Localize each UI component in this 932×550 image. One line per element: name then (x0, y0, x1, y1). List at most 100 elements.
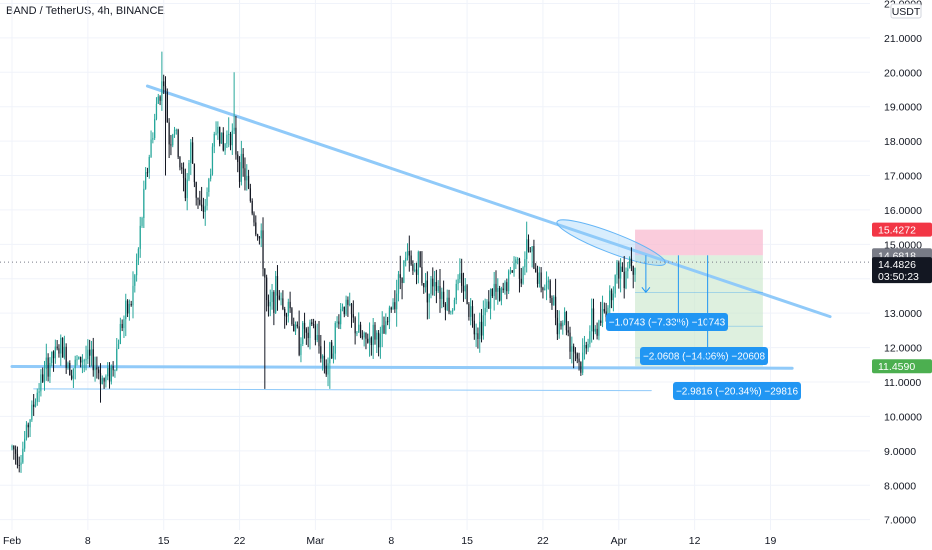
candle-body (117, 343, 120, 349)
candle-body (45, 357, 47, 369)
candle-body (108, 368, 111, 382)
candle-body (163, 81, 165, 87)
y-tick-label: 17.0000 (884, 171, 922, 183)
candle-body (376, 332, 378, 340)
candle-body (600, 320, 602, 323)
candle-body (515, 259, 517, 264)
candle-body (461, 273, 463, 286)
candle-body (507, 271, 510, 292)
candle-body (79, 356, 82, 363)
candle-body (242, 153, 244, 169)
candle-body (457, 279, 459, 284)
candle-body (625, 271, 627, 289)
candle-body (69, 363, 71, 376)
candle-body (383, 325, 385, 334)
breakout-highlight-ellipse (556, 219, 666, 266)
trendlines (0, 84, 870, 392)
candle-body (471, 306, 474, 321)
position-zones (635, 229, 763, 367)
candle-body (309, 322, 311, 339)
candle-body (423, 283, 425, 288)
candle-body (89, 349, 91, 356)
currency-label: USDT (892, 6, 921, 18)
candle-body (614, 275, 616, 294)
candle-body (85, 359, 87, 361)
candle-body (96, 367, 98, 370)
candle-body (188, 162, 190, 180)
candle-body (210, 174, 212, 179)
candle-body (618, 262, 620, 279)
candle-body (173, 130, 176, 135)
candle-body (623, 271, 625, 289)
candle-body (52, 351, 55, 359)
candle-body (549, 280, 551, 298)
candle-body (349, 303, 351, 305)
candle-body (571, 346, 573, 352)
candle-body (377, 332, 380, 348)
candle-body (237, 154, 239, 163)
candle-body (388, 307, 391, 322)
candle-body (591, 308, 593, 332)
candle-body (266, 277, 268, 301)
candle-body (610, 290, 613, 301)
candle-body (553, 296, 555, 306)
candle-body (596, 328, 598, 336)
price-badge-stop (872, 222, 932, 237)
candle-body (410, 255, 412, 265)
candle-body (406, 251, 409, 258)
candle-body (289, 301, 291, 309)
candle-body (446, 297, 448, 311)
candle-body (168, 122, 170, 145)
candle-body (126, 300, 129, 314)
candle-body (166, 92, 168, 123)
x-tick-label: 15 (158, 535, 170, 547)
candle-body (78, 356, 80, 360)
trendline-0 (145, 84, 832, 319)
candle-body (468, 304, 470, 317)
candle-body (582, 352, 584, 373)
candle-body (542, 287, 544, 291)
candle-body (300, 343, 302, 355)
candle-body (381, 325, 383, 334)
candle-body (338, 321, 340, 325)
trendline-2 (33, 388, 652, 392)
candle-body (332, 353, 335, 359)
candle-body (387, 321, 389, 323)
symbol-title: BAND / TetherUS, 4h, BINANCE (6, 5, 165, 17)
candle-body (146, 172, 149, 174)
candle-body (390, 307, 392, 310)
candle-body (135, 259, 138, 276)
candle-body (103, 378, 105, 382)
candle-body (76, 359, 78, 361)
candle-body (175, 129, 177, 131)
currency-badge (890, 3, 922, 19)
candle-body (321, 355, 324, 359)
x-axis: Feb 8 15 22 Mar 8 15 22 Apr 12 19 (0, 530, 932, 550)
candles (11, 51, 636, 473)
candle-body (619, 266, 622, 279)
candle-body (258, 236, 261, 239)
candle-body (453, 299, 456, 311)
candle-body (444, 304, 447, 311)
candle-body (379, 333, 382, 348)
candle-body (195, 182, 197, 198)
candle-body (177, 129, 179, 157)
y-tick-label: 20.0000 (884, 67, 922, 79)
candle-body (294, 324, 297, 332)
candle-body (517, 258, 519, 260)
candle-body (98, 369, 100, 374)
candle-body (16, 453, 19, 465)
candle-body (533, 246, 535, 269)
measurements: −1.0743 (−7.33%) −10743 −2.0608 (−14.06%)… (606, 255, 801, 400)
candle-body (184, 178, 186, 199)
measure-label-bg (640, 347, 768, 365)
candle-body (161, 81, 163, 101)
candle-body (343, 306, 345, 315)
candle-body (565, 312, 568, 331)
candle-body (280, 298, 282, 300)
candle-body (529, 251, 531, 253)
candle-body (325, 365, 327, 375)
candle-body (500, 288, 503, 301)
candle-body (63, 346, 65, 358)
